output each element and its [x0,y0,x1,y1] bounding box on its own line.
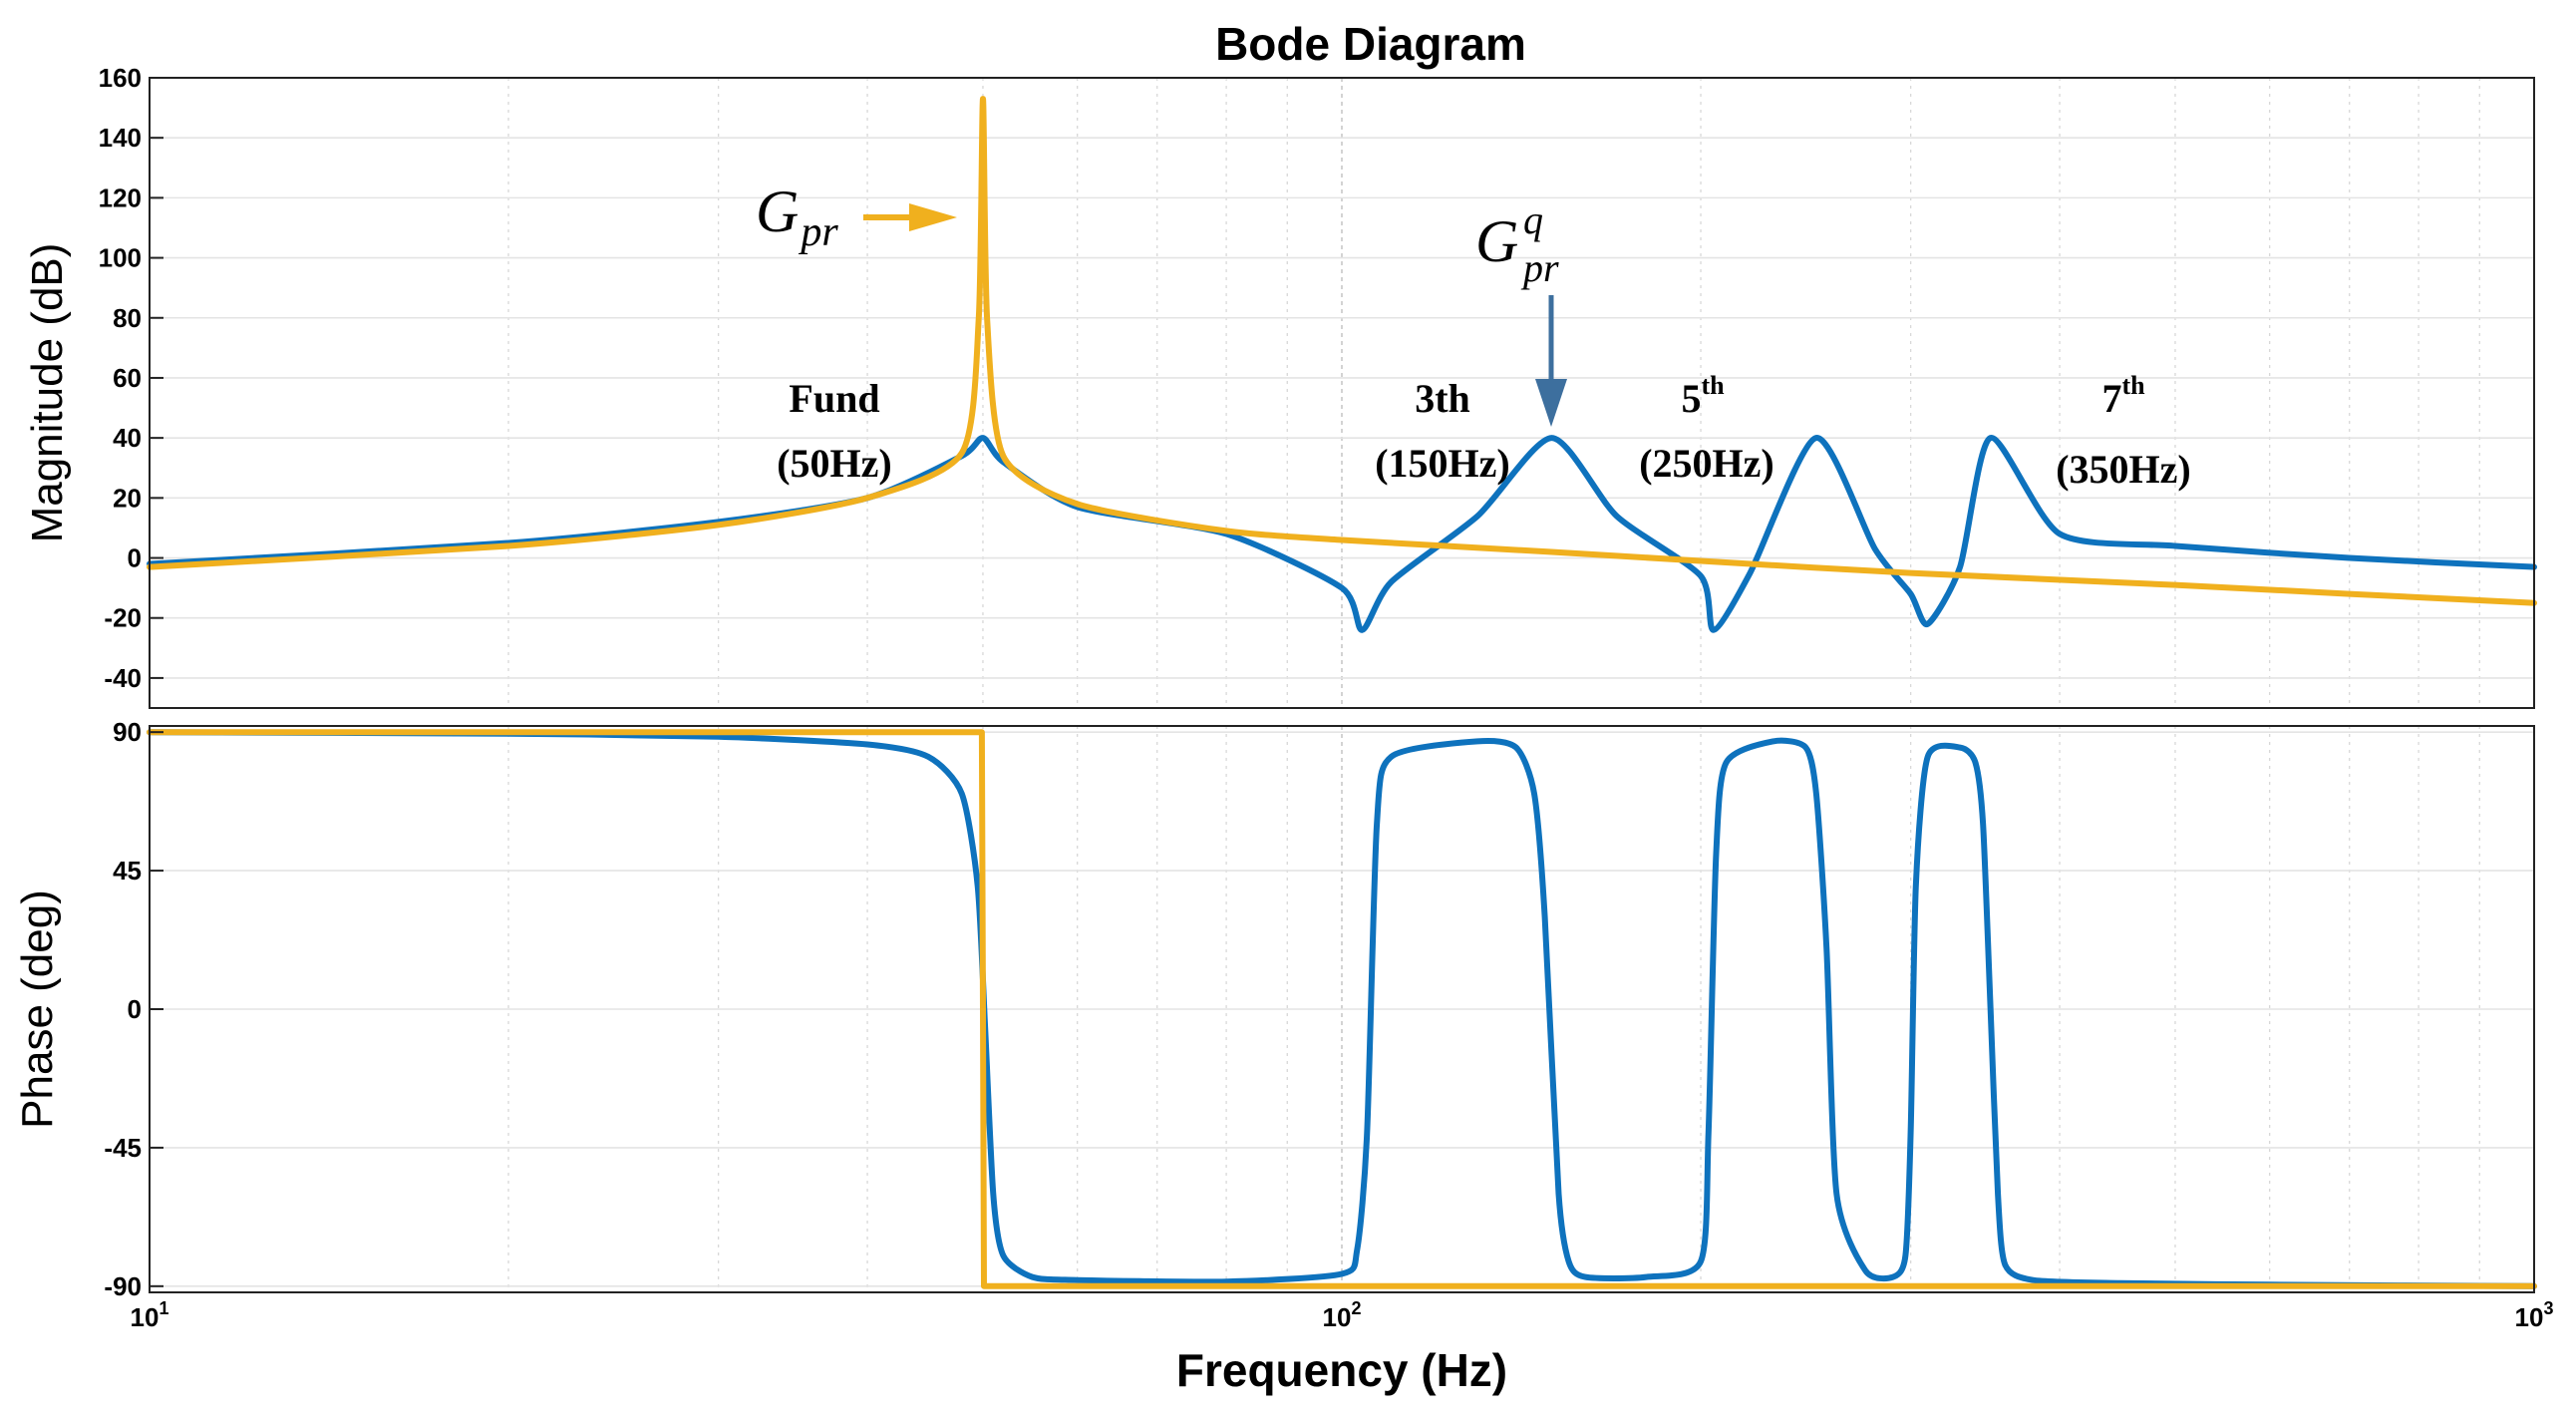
annotation-3rd-line2: (150Hz) [1375,441,1510,486]
mag-ytick-label-120: 120 [99,182,142,212]
annotation-5th-line2: (250Hz) [1639,441,1774,486]
x-tick-labels: 101 102 103 [131,1298,2554,1332]
mag-series-gpr [147,96,2537,606]
annotation-fund-line2: (50Hz) [777,441,892,486]
gpr-label-text: Gpr [756,178,838,255]
x-tick-label-1000: 103 [2515,1298,2554,1332]
mag-ytick-label-140: 140 [99,123,142,153]
mag-series-gprq [147,435,2537,633]
gprq-arrow-head [1535,379,1567,427]
gpr-arrow-head [909,203,957,231]
magnitude-series [147,96,2537,633]
annotation-5th-line1: 5th [1681,371,1725,421]
phase-panel: -90 -45 0 45 90 Phase (deg) [13,717,2537,1301]
mag-ytick-label-20: 20 [113,483,142,513]
annotation-5th: 5th (250Hz) [1639,371,1774,486]
mag-ytick-label-100: 100 [99,243,142,273]
magnitude-axes-box [149,77,2535,709]
ph-series-gpr [147,729,2537,1289]
gpr-label: Gpr [756,178,957,255]
annotation-7th-line2: (350Hz) [2056,447,2191,492]
magnitude-panel: -40 -20 0 20 40 60 80 100 120 140 160 Magnitude (d… [23,63,2537,709]
mag-ytick-label--20: -20 [104,603,142,633]
phase-ylabel: Phase (deg) [13,890,62,1129]
magnitude-ylabel: Magnitude (dB) [23,243,72,543]
magnitude-y-ticks: -40 -20 0 20 40 60 80 100 120 140 160 [99,63,163,693]
mag-ytick-label-80: 80 [113,303,142,333]
ph-ytick-label-0: 0 [128,994,142,1024]
mag-ytick-label-0: 0 [128,543,142,573]
phase-series [147,729,2537,1289]
annotation-7th: 7th (350Hz) [2056,371,2191,492]
mag-ytick-label-160: 160 [99,63,142,93]
mag-ytick-label--40: -40 [104,663,142,693]
x-tick-label-10: 101 [131,1298,169,1332]
ph-ytick-label-90: 90 [113,717,142,747]
chart-title: Bode Diagram [1215,18,1526,70]
x-axis-label: Frequency (Hz) [1176,1344,1507,1396]
annotation-3rd-line1: 3th [1415,376,1470,421]
x-tick-label-100: 102 [1323,1298,1362,1332]
annotation-7th-line1: 7th [2101,371,2145,421]
ph-ytick-label--90: -90 [104,1271,142,1301]
mag-ytick-label-60: 60 [113,363,142,393]
magnitude-grid [150,77,2534,708]
annotation-fund: Fund (50Hz) [777,376,892,486]
phase-y-ticks: -90 -45 0 45 90 [104,717,163,1301]
mag-ytick-label-40: 40 [113,423,142,453]
annotation-fund-line1: Fund [789,376,879,421]
annotation-3rd: 3th (150Hz) [1375,376,1510,486]
ph-ytick-label-45: 45 [113,856,142,886]
ph-series-gprq [147,729,2537,1289]
ph-ytick-label--45: -45 [104,1133,142,1163]
